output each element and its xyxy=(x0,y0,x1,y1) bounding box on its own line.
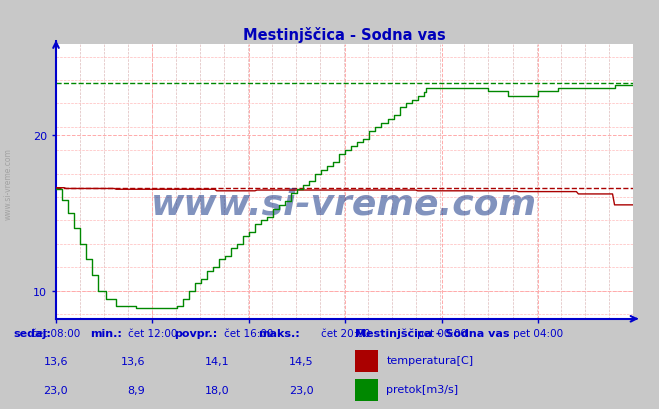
Text: maks.:: maks.: xyxy=(258,328,301,339)
Text: temperatura[C]: temperatura[C] xyxy=(386,355,473,365)
Text: 14,1: 14,1 xyxy=(205,357,229,366)
Text: 13,6: 13,6 xyxy=(43,357,68,366)
Text: 18,0: 18,0 xyxy=(205,385,229,395)
Text: 23,0: 23,0 xyxy=(43,385,68,395)
Text: pretok[m3/s]: pretok[m3/s] xyxy=(386,384,459,394)
Bar xyxy=(355,379,378,401)
Text: sedaj:: sedaj: xyxy=(13,328,51,339)
Title: Mestinjščica - Sodna vas: Mestinjščica - Sodna vas xyxy=(243,27,445,43)
Text: Mestinjščica – Sodna vas: Mestinjščica – Sodna vas xyxy=(355,328,510,339)
Text: 13,6: 13,6 xyxy=(121,357,146,366)
Bar xyxy=(355,351,378,372)
Text: min.:: min.: xyxy=(90,328,123,339)
Text: www.si-vreme.com: www.si-vreme.com xyxy=(152,187,537,221)
Text: 23,0: 23,0 xyxy=(289,385,314,395)
Text: 14,5: 14,5 xyxy=(289,357,314,366)
Text: www.si-vreme.com: www.si-vreme.com xyxy=(3,148,13,220)
Text: povpr.:: povpr.: xyxy=(175,328,217,339)
Text: 8,9: 8,9 xyxy=(128,385,146,395)
